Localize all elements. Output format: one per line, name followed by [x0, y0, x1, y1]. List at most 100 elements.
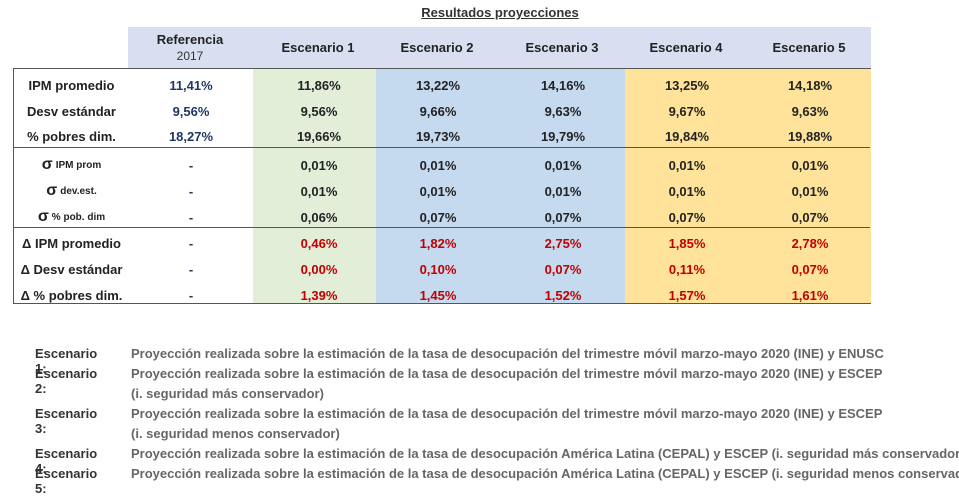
table-cell: 0,46%	[300, 235, 338, 251]
table-cell: 0,07%	[791, 261, 829, 277]
table-cell: 18,27%	[168, 128, 214, 144]
scenario-1-column-bg	[253, 69, 376, 303]
sigma-subscript: % pob. dim	[51, 211, 106, 223]
table-cell: 0,01%	[300, 157, 338, 173]
table-row: Δ IPM promedio - 0,46% 1,82% 2,75% 1,85% 2,78%	[14, 230, 870, 256]
table-cell: 0,01%	[544, 157, 582, 173]
table-cell: 9,63%	[544, 103, 582, 119]
table-cell: 19,66%	[296, 128, 342, 144]
table-cell: 0,01%	[419, 157, 457, 173]
note-label: Escenario 2:	[35, 366, 98, 396]
column-header-3: Escenario 2	[375, 27, 499, 68]
table-cell: 9,67%	[668, 103, 706, 119]
table-cell: 0,01%	[791, 183, 829, 199]
table-row: Desv estándar 9,56% 9,56% 9,66% 9,63% 9,67% 9,…	[14, 98, 870, 124]
column-header-year: 2017	[176, 49, 204, 63]
table-cell: -	[188, 209, 194, 225]
table-cell: 9,66%	[419, 103, 457, 119]
table-cell: 0,07%	[791, 209, 829, 225]
table-cell: 0,07%	[544, 261, 582, 277]
row-label: Δ IPM promedio	[22, 235, 121, 251]
column-header-4: Escenario 3	[500, 27, 624, 68]
table-cell: 0,01%	[791, 157, 829, 173]
table-cell: 1,85%	[668, 235, 706, 251]
table-cell: 0,11%	[668, 261, 706, 277]
table-cell: 19,79%	[540, 128, 586, 144]
section-divider	[14, 147, 870, 148]
table-cell: -	[188, 235, 194, 251]
table-row: σ dev.est. - 0,01% 0,01% 0,01% 0,01% 0,01%	[14, 178, 870, 204]
table-cell: 1,61%	[791, 287, 829, 303]
table-cell: 0,00%	[300, 261, 338, 277]
note-label: Escenario 1:	[35, 346, 98, 376]
note-label: Escenario 5:	[35, 466, 98, 496]
table-cell: 0,01%	[544, 183, 582, 199]
row-label: % pobres dim.	[27, 128, 116, 144]
table-cell: 0,07%	[544, 209, 582, 225]
section-divider	[14, 227, 870, 228]
column-header-2: Escenario 1	[256, 27, 380, 68]
column-header-6: Escenario 5	[747, 27, 871, 68]
row-label: Δ Desv estándar	[20, 261, 123, 277]
table-cell: 11,86%	[297, 77, 341, 93]
note-text: Proyección realizada sobre la estimación…	[131, 346, 884, 361]
row-label: σ dev.est.	[14, 178, 129, 204]
table-cell: 2,78%	[791, 235, 829, 251]
table-cell: 1,52%	[544, 287, 582, 303]
table-cell: 19,73%	[415, 128, 461, 144]
column-header-1: Referencia 2017	[128, 27, 252, 68]
note-text: (i. seguridad más conservador)	[131, 386, 324, 401]
table-cell: 13,22%	[415, 77, 461, 93]
table-cell: 0,01%	[300, 183, 338, 199]
table-cell: 2,75%	[544, 235, 582, 251]
table-cell: 13,25%	[664, 77, 710, 93]
column-header-label: Escenario 2	[400, 40, 474, 55]
table-cell: 0,01%	[668, 183, 706, 199]
column-header-row: Referencia 2017 Escenario 1 Escenario 2 Esce…	[128, 27, 871, 68]
sigma-symbol: σ	[37, 208, 49, 225]
table-row: σ% pob. dim - 0,06% 0,07% 0,07% 0,07% 0,07%	[14, 204, 870, 230]
note-text: Proyección realizada sobre la estimación…	[131, 466, 959, 481]
table-cell: -	[188, 157, 194, 173]
row-label: Δ % pobres dim.	[20, 287, 123, 303]
column-header-label: Escenario 3	[525, 40, 599, 55]
table-row: Δ Desv estándar - 0,00% 0,10% 0,07% 0,11% 0,07…	[14, 256, 870, 282]
row-label: IPM promedio	[28, 77, 115, 93]
table-row: Δ % pobres dim. - 1,39% 1,45% 1,52% 1,57% 1,61…	[14, 282, 870, 308]
note-text: Proyección realizada sobre la estimación…	[131, 366, 883, 381]
note-text: (i. seguridad menos conservador)	[131, 426, 340, 441]
table-cell: 9,56%	[172, 103, 210, 119]
note-text: Proyección realizada sobre la estimación…	[131, 446, 959, 461]
table-cell: -	[188, 261, 194, 277]
table-cell: 19,88%	[787, 128, 833, 144]
table-row: % pobres dim. 18,27% 19,66% 19,73% 19,79% 19,…	[14, 123, 870, 149]
sigma-subscript: IPM prom	[55, 159, 102, 171]
table-cell: 14,16%	[540, 77, 586, 93]
sigma-subscript: dev.est.	[60, 185, 97, 197]
table-cell: 0,01%	[668, 157, 706, 173]
sigma-symbol: σ	[46, 182, 58, 199]
table-cell: 1,82%	[419, 235, 457, 251]
table-cell: 9,63%	[791, 103, 829, 119]
table-cell: 1,57%	[668, 287, 706, 303]
table-cell: 9,56%	[300, 103, 338, 119]
results-table: IPM promedio 11,41% 11,86% 13,22% 14,16% 13,2…	[13, 68, 871, 304]
note-label: Escenario 3:	[35, 406, 98, 436]
table-title: Resultados proyecciones	[421, 5, 579, 20]
table-cell: -	[188, 183, 194, 199]
table-cell: 11,41%	[169, 77, 213, 93]
column-header-5: Escenario 4	[624, 27, 748, 68]
row-label: σ IPM prom	[14, 152, 129, 178]
table-cell: 1,45%	[419, 287, 457, 303]
row-label: σ% pob. dim	[14, 204, 129, 230]
table-row: IPM promedio 11,41% 11,86% 13,22% 14,16% 13,2…	[14, 72, 870, 98]
scenario-4-5-column-bg	[625, 69, 871, 303]
column-header-label: Escenario 4	[649, 40, 723, 55]
scenario-2-3-column-bg	[376, 69, 625, 303]
row-label: Desv estándar	[27, 103, 116, 119]
table-cell: 0,07%	[419, 209, 457, 225]
note-label: Escenario 4:	[35, 446, 98, 476]
column-header-label: Referencia	[156, 32, 224, 47]
table-cell: 0,01%	[419, 183, 457, 199]
column-header-label: Escenario 1	[281, 40, 355, 55]
